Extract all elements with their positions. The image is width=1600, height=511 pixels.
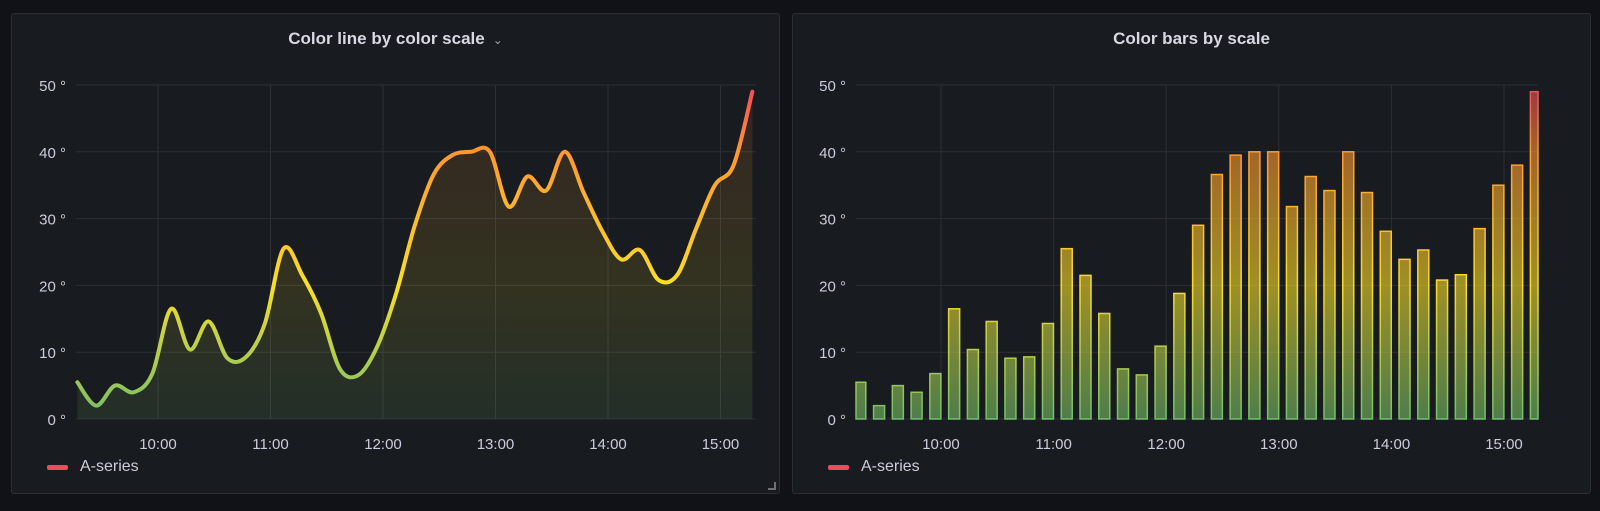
y-tick-label: 0 ° <box>827 412 846 429</box>
bar <box>1417 249 1430 420</box>
legend-label[interactable]: A-series <box>80 458 139 475</box>
bar <box>1510 164 1524 420</box>
y-tick-label: 50 ° <box>39 78 66 95</box>
panel-title[interactable]: Color line by color scale ⌄ <box>12 29 779 49</box>
y-tick-label: 10 ° <box>819 345 846 362</box>
x-tick-label: 14:00 <box>589 436 627 453</box>
x-tick-label: 10:00 <box>922 436 960 453</box>
bar <box>1473 227 1486 420</box>
bar <box>1191 224 1205 420</box>
panel-title[interactable]: Color bars by scale <box>793 29 1590 49</box>
bar <box>891 384 905 420</box>
bar <box>1379 230 1393 420</box>
bar <box>1398 258 1411 420</box>
x-tick-label: 13:00 <box>477 436 515 453</box>
y-tick-label: 20 ° <box>819 278 846 295</box>
bar <box>1454 273 1468 420</box>
bar <box>1079 274 1092 420</box>
series-area <box>77 91 753 420</box>
y-tick-label: 40 ° <box>39 145 66 162</box>
bar <box>929 372 942 420</box>
y-tick-label: 20 ° <box>39 278 66 295</box>
resize-handle-icon[interactable] <box>768 482 776 490</box>
bar <box>1285 205 1299 420</box>
line-chart: 0 ° 10 ° 20 ° 30 ° 40 ° 50 ° 10:00 11:00 12:00 13… <box>39 78 756 453</box>
bar <box>1022 356 1036 420</box>
bar <box>1060 247 1073 420</box>
x-tick-label: 12:00 <box>364 436 402 453</box>
legend-swatch <box>828 464 849 470</box>
x-tick-label: 11:00 <box>252 436 288 453</box>
legend-swatch <box>47 464 68 470</box>
bar <box>855 381 867 420</box>
x-tick-label: 10:00 <box>139 436 177 453</box>
bar <box>1304 175 1317 420</box>
x-tick-label: 13:00 <box>1260 436 1298 453</box>
bar <box>1341 151 1355 420</box>
legend-item[interactable]: A-series <box>47 458 139 476</box>
y-tick-label: 10 ° <box>39 345 66 362</box>
series-line <box>75 89 755 408</box>
y-tick-label: 30 ° <box>819 212 846 229</box>
bar <box>1229 154 1242 420</box>
bar <box>1360 191 1374 420</box>
bar <box>1154 345 1167 420</box>
panel-title-text[interactable]: Color line by color scale <box>288 29 485 48</box>
bar <box>1323 189 1336 420</box>
bar <box>910 391 923 420</box>
legend-item[interactable]: A-series <box>828 458 920 476</box>
bar <box>966 348 980 420</box>
bar-chart-panel: 0 ° 10 ° 20 ° 30 ° 40 ° 50 ° 10:00 11:00 12:00 13… <box>792 13 1591 494</box>
bar <box>1492 184 1505 420</box>
bar <box>985 320 998 420</box>
bar <box>1266 151 1280 420</box>
bar <box>947 308 961 420</box>
bar <box>1135 374 1149 420</box>
y-tick-label: 0 ° <box>47 412 66 429</box>
bar <box>1248 151 1261 420</box>
y-tick-label: 30 ° <box>39 212 66 229</box>
bar <box>1210 173 1224 420</box>
x-tick-label: 15:00 <box>1485 436 1523 453</box>
x-tick-label: 12:00 <box>1147 436 1185 453</box>
bar <box>1173 292 1186 420</box>
x-tick-label: 15:00 <box>702 436 740 453</box>
bar <box>1529 90 1539 420</box>
bar-chart: 0 ° 10 ° 20 ° 30 ° 40 ° 50 ° 10:00 11:00 12:00 13… <box>819 78 1539 453</box>
y-tick-label: 40 ° <box>819 145 846 162</box>
x-tick-label: 11:00 <box>1035 436 1071 453</box>
x-tick-label: 14:00 <box>1373 436 1411 453</box>
bar <box>1041 322 1055 420</box>
bar <box>1435 279 1449 420</box>
bar <box>872 404 886 420</box>
chevron-down-icon[interactable]: ⌄ <box>492 33 503 47</box>
legend-label[interactable]: A-series <box>861 458 920 475</box>
bar <box>1116 368 1130 420</box>
line-chart-panel: 0 ° 10 ° 20 ° 30 ° 40 ° 50 ° 10:00 11:00 12:00 13… <box>11 13 780 494</box>
y-tick-label: 50 ° <box>819 78 846 95</box>
bar <box>1004 357 1017 420</box>
bar <box>1098 312 1111 420</box>
panel-title-text[interactable]: Color bars by scale <box>1113 29 1270 48</box>
